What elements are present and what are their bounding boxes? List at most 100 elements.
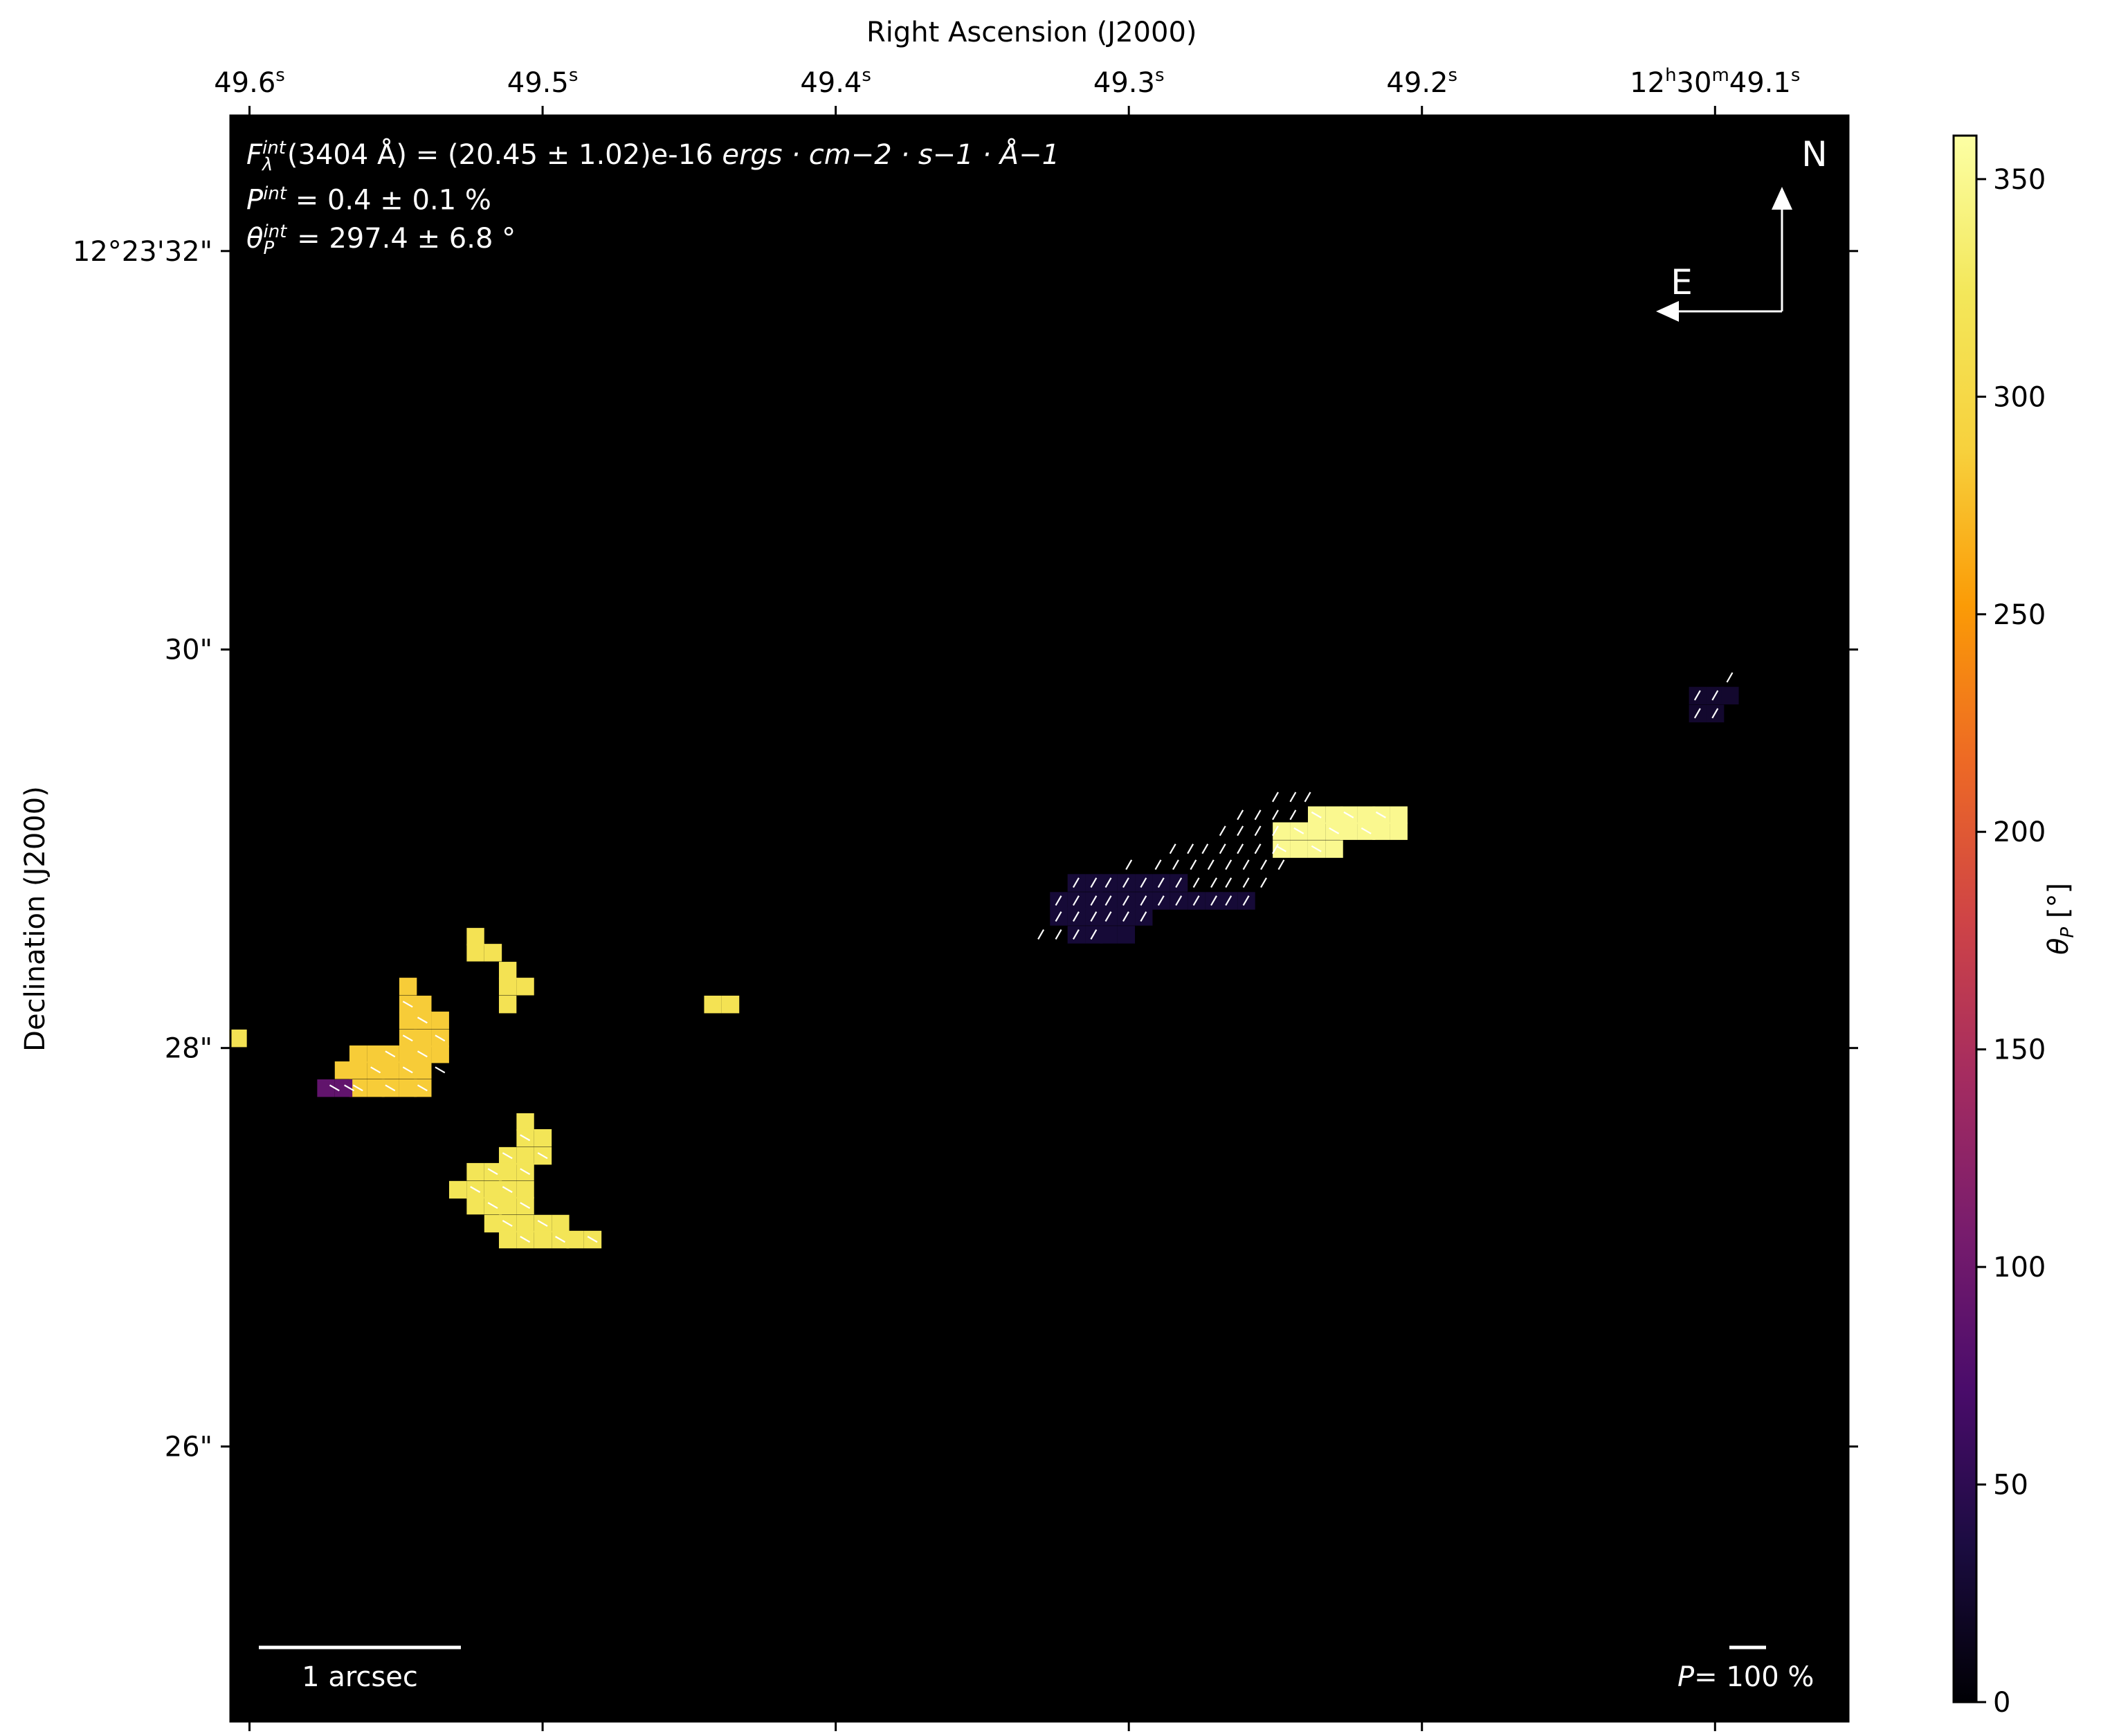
pol-vector xyxy=(502,1186,513,1194)
pol-vector xyxy=(520,1236,531,1243)
pol-vector xyxy=(1157,877,1165,888)
theta-pixel xyxy=(498,1196,517,1215)
x-axis-title: Right Ascension (J2000) xyxy=(866,17,1197,48)
colorbar-ticks: 0 50 100 150 200 250 300 350 xyxy=(1976,164,2046,1719)
colorbar-tick-label: 200 xyxy=(1993,816,2046,848)
pol-vector xyxy=(520,1202,531,1209)
pol-vector xyxy=(1219,825,1226,837)
pol-vector xyxy=(435,1034,446,1042)
theta-pixel xyxy=(1100,926,1118,944)
angle-value: = 297.4 ± 6.8 ° xyxy=(288,223,516,255)
pol-vector xyxy=(1237,810,1244,821)
theta-pixel xyxy=(534,1129,552,1147)
pol-vector xyxy=(1343,811,1354,819)
theta-pixel xyxy=(399,1045,417,1063)
pol-vector xyxy=(1055,929,1062,940)
pol-vector xyxy=(487,1202,498,1209)
colorbar-label: θP [°] xyxy=(2043,883,2078,955)
theta-pixel xyxy=(498,1230,517,1249)
colorbar-tick-label: 50 xyxy=(1993,1470,2028,1501)
pol-vector xyxy=(1157,895,1165,906)
pol-vector xyxy=(1055,911,1062,922)
theta-pixel xyxy=(1290,840,1308,858)
pol-vector xyxy=(1090,877,1098,888)
pol-vector xyxy=(1122,911,1129,922)
pol-vector xyxy=(417,1084,428,1092)
pol-vector xyxy=(1201,843,1209,855)
theta-pixel xyxy=(399,1079,417,1097)
x-tick-label: 49.3s xyxy=(1093,65,1165,99)
pol-vector xyxy=(1169,843,1176,855)
pol-vector xyxy=(1237,825,1244,837)
theta-pixel xyxy=(414,1029,432,1048)
pol-vector xyxy=(329,1084,340,1092)
theta-pixel xyxy=(414,996,432,1014)
pol-vector xyxy=(1293,827,1304,834)
theta-pixel xyxy=(498,996,517,1014)
angle-sup: int xyxy=(263,221,287,243)
pol-vector xyxy=(1225,859,1233,870)
theta-pixel xyxy=(484,944,502,962)
theta-pixel xyxy=(334,1061,353,1079)
colorbar-tick-label: 100 xyxy=(1993,1252,2046,1283)
region-indigo-east xyxy=(1689,686,1739,723)
theta-pixel xyxy=(566,1230,584,1249)
theta-pixel xyxy=(1372,822,1390,840)
pol-vector xyxy=(1272,792,1279,803)
angle-sub: P xyxy=(263,238,275,259)
y-axis: 12°23'32" 30" 28" 26" xyxy=(73,236,1858,1463)
x-tick-label: 49.5s xyxy=(507,65,579,99)
pol-vector xyxy=(1175,877,1183,888)
theta-pixel xyxy=(1390,822,1408,840)
pol-vector xyxy=(1254,843,1262,855)
svg-text:P= 100 %: P= 100 % xyxy=(1677,1661,1814,1693)
x-tick-label: 12h30m49.1s xyxy=(1630,65,1800,99)
pol-vector xyxy=(1254,810,1262,821)
flux-symbol: F xyxy=(246,139,263,171)
pol-vector xyxy=(1275,845,1286,852)
pol-vector xyxy=(1711,708,1719,719)
x-tick-label: 49.6s xyxy=(214,65,285,99)
pol-vector xyxy=(1090,911,1098,922)
pol-vector xyxy=(555,1236,565,1243)
colorbar-tick-label: 300 xyxy=(1993,381,2046,413)
theta-pixel xyxy=(1340,822,1358,840)
pol-scale-label: = 100 % xyxy=(1694,1661,1814,1693)
pol-vector xyxy=(402,1066,413,1074)
polarization-line: Pint = 0.4 ± 0.1 % xyxy=(246,174,1059,219)
colorbar-tick-label: 0 xyxy=(1993,1687,2010,1719)
theta-pixel xyxy=(1325,840,1343,858)
x-axis: 49.6s 49.5s 49.4s 49.3s 49.2s 12h30m49.1s xyxy=(214,65,1800,1731)
theta-pixel xyxy=(516,978,534,996)
pol-vector xyxy=(417,1016,428,1024)
pol-vector xyxy=(537,1220,548,1227)
x-tick-label: 49.2s xyxy=(1386,65,1457,99)
theta-pixel xyxy=(414,1061,432,1079)
pol-vector xyxy=(520,1134,531,1142)
colorbar: 0 50 100 150 200 250 300 350 θP [°] xyxy=(1952,134,2078,1719)
pol-vector xyxy=(1711,690,1719,701)
colorbar-gradient xyxy=(1952,134,1978,1703)
pol-vector xyxy=(1122,877,1129,888)
colorbar-tick-label: 350 xyxy=(1993,164,2046,196)
theta-pixel xyxy=(1357,806,1376,824)
theta-pixel xyxy=(367,1045,385,1063)
pol-vector xyxy=(1242,859,1250,870)
theta-pixel xyxy=(704,996,722,1014)
pol-vector xyxy=(1140,877,1147,888)
pol-vector xyxy=(1125,859,1133,870)
theta-pixel xyxy=(552,1214,570,1233)
pol-vector xyxy=(1192,877,1200,888)
pol-vector xyxy=(402,1001,413,1008)
theta-pixel xyxy=(349,1061,367,1079)
pol-vector xyxy=(1175,895,1183,906)
pol-vector xyxy=(1140,911,1147,922)
pol-vector xyxy=(1090,929,1098,940)
region-pale-yellow xyxy=(1273,806,1408,858)
east-arrowhead-icon xyxy=(1656,301,1679,322)
theta-pixel xyxy=(1390,806,1408,824)
plot-frame xyxy=(229,114,1850,1723)
pol-vector xyxy=(385,1050,396,1058)
theta-pixel xyxy=(516,1180,534,1199)
